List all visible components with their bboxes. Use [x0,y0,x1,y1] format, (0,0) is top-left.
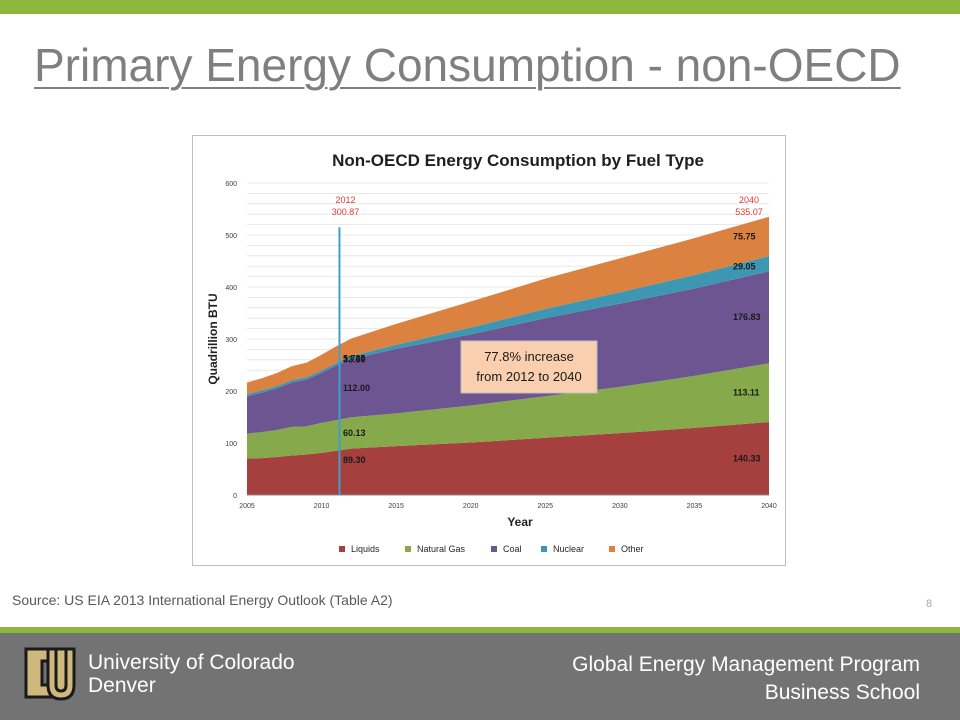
label-2040-natural-gas: 113.11 [733,388,760,398]
y-tick-label: 300 [225,337,237,344]
legend-swatch-liquids [339,546,345,552]
y-tick-label: 0 [233,493,237,500]
legend-label-liquids: Liquids [351,544,380,554]
callout-box [460,340,598,394]
university-line-2: Denver [88,674,156,697]
legend-swatch-coal [491,546,497,552]
university-line-1: University of Colorado [88,651,295,674]
source-note: Source: US EIA 2013 International Energy… [12,592,393,608]
energy-area-chart: Non-OECD Energy Consumption by Fuel Type… [206,151,777,554]
marker-2012-total: 300.87 [332,207,360,217]
cu-logo-icon [24,647,76,701]
legend-swatch-nuclear [541,546,547,552]
x-tick-label: 2030 [612,503,628,510]
slide-title: Primary Energy Consumption - non-OECD [34,39,901,91]
label-2012-liquids: 89.30 [343,455,366,465]
label-2012-other: 33.69 [343,354,366,364]
label-2012-nuclear: 5.735 [343,354,366,364]
area-other [247,216,769,394]
x-tick-label: 2040 [761,503,777,510]
area-liquids [247,422,769,495]
annotations: 2012 300.87 2040 535.07 89.30 60.13 112.00 5.73… [332,195,763,495]
footer-band: University of Colorado Denver Global Ene… [0,633,960,720]
program-line-2: Business School [764,681,920,704]
program-line-1: Global Energy Management Program [572,653,920,676]
y-tick-label: 400 [225,285,237,292]
page-number: 8 [926,598,933,610]
legend-label-other: Other [621,544,644,554]
x-tick-label: 2020 [463,503,479,510]
marker-2012-year: 2012 [335,195,355,205]
callout-line-2: from 2012 to 2040 [476,369,582,384]
x-tick-label: 2025 [537,503,553,510]
y-axis-label: Quadrillion BTU [206,293,220,384]
legend-label-nuclear: Nuclear [553,544,584,554]
legend-swatch-natural-gas [405,546,411,552]
x-tick-label: 2015 [388,503,404,510]
y-tick-label: 500 [225,233,237,240]
marker-2040-year: 2040 [739,195,759,205]
x-tick-label: 2010 [314,503,330,510]
legend-swatch-other [609,546,615,552]
marker-2040-total: 535.07 [735,207,763,217]
label-2012-coal: 112.00 [343,383,370,393]
axes: 0 100 200 300 400 500 600 2005 2010 2015 2020 2025 2… [206,181,777,529]
x-tick-label: 2005 [239,503,255,510]
legend-label-natural-gas: Natural Gas [417,544,466,554]
label-2040-coal: 176.83 [733,312,761,322]
y-tick-label: 100 [225,441,237,448]
area-natural-gas [247,363,769,459]
university-name: University of Colorado Denver [88,651,295,697]
label-2040-other: 75.75 [733,231,756,241]
label-2040-liquids: 140.33 [733,454,761,464]
chart-title: Non-OECD Energy Consumption by Fuel Type [332,151,704,170]
chart-frame: Non-OECD Energy Consumption by Fuel Type… [192,135,786,566]
footer-accent-line [0,627,960,633]
x-tick-label: 2035 [687,503,703,510]
chart-legend: Liquids Natural Gas Coal Nuclear Other [339,544,644,554]
program-name: Global Energy Management Program Busines… [572,651,920,707]
x-axis-label: Year [507,515,533,529]
callout-line-1: 77.8% increase [484,349,574,364]
label-2040-nuclear: 29.05 [733,262,756,272]
area-nuclear [247,256,769,397]
legend-label-coal: Coal [503,544,522,554]
y-tick-label: 200 [225,389,237,396]
y-tick-label: 600 [225,181,237,188]
label-2012-natural-gas: 60.13 [343,428,366,438]
top-accent-bar [0,0,960,14]
